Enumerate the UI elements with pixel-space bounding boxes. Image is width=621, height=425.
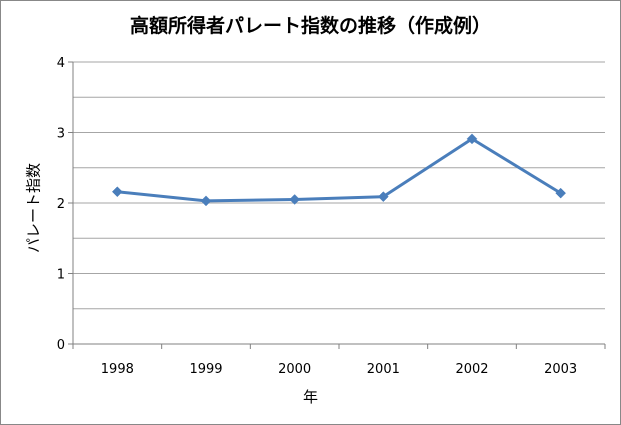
x-tick-label: 1998 [101, 362, 134, 377]
x-tick-label: 2003 [544, 362, 577, 377]
y-tick-label: 2 [57, 197, 65, 212]
series-line [117, 137, 562, 203]
data-point [466, 133, 478, 145]
data-point [289, 194, 301, 205]
x-tick-label: 1999 [189, 362, 222, 377]
chart-title: 高額所得者パレート指数の推移（作成例） [129, 15, 491, 37]
x-tick-label: 2002 [455, 362, 488, 377]
data-point [111, 186, 123, 198]
data-point [200, 195, 212, 207]
y-tick-label: 0 [57, 338, 65, 353]
x-tick-label: 2000 [278, 362, 311, 377]
y-tick-label: 3 [57, 127, 65, 142]
y-tick-label: 1 [57, 268, 65, 283]
y-tick-label: 4 [57, 56, 65, 71]
x-tick-label: 2001 [367, 362, 400, 377]
data-point [377, 191, 389, 203]
data-point [555, 187, 567, 199]
x-axis-label: 年 [302, 388, 318, 406]
